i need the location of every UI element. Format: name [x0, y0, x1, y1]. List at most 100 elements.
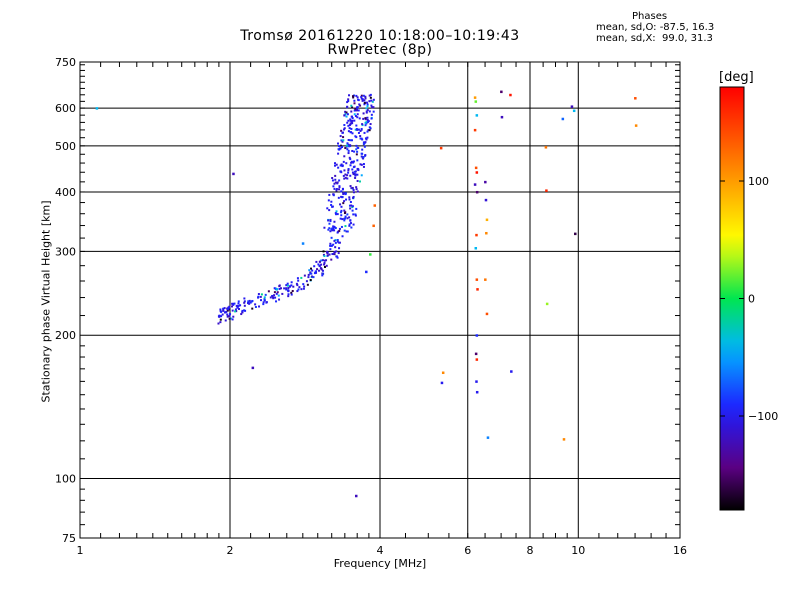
trace-point	[305, 280, 308, 283]
trace-point	[361, 98, 364, 101]
trace-point	[286, 284, 289, 287]
trace-point	[348, 124, 351, 127]
trace-point	[348, 224, 351, 227]
trace-point	[356, 146, 359, 149]
trace-point	[254, 303, 257, 306]
trace-point	[350, 104, 353, 107]
trace-point	[220, 310, 223, 313]
trace-point	[346, 101, 349, 104]
trace-point	[349, 222, 352, 225]
trace-point	[273, 294, 276, 297]
trace-point	[346, 174, 349, 177]
trace-point	[297, 279, 300, 282]
trace-point	[277, 294, 280, 297]
trace-point	[369, 127, 372, 130]
trace-point	[336, 256, 339, 259]
trace-point	[297, 288, 300, 291]
trace-point	[355, 153, 358, 156]
trace-point	[331, 205, 334, 208]
trace-point	[359, 137, 362, 140]
trace-point	[260, 293, 263, 296]
trace-point	[313, 265, 316, 268]
trace-point	[342, 202, 345, 205]
trace-point	[360, 163, 363, 166]
trace-point	[248, 299, 251, 302]
trace-point	[328, 193, 331, 196]
trace-point	[321, 269, 324, 272]
trace-point	[249, 301, 252, 304]
echo-point	[475, 334, 479, 337]
trace-point	[344, 192, 347, 195]
trace-point	[367, 120, 370, 123]
trace-point	[339, 144, 342, 147]
trace-point	[345, 198, 348, 201]
trace-point	[303, 274, 306, 277]
echo-point	[95, 107, 99, 110]
echo-point	[474, 166, 478, 170]
echo-point	[561, 117, 565, 121]
echo-point	[475, 190, 479, 194]
trace-point	[357, 99, 360, 102]
trace-point	[287, 286, 290, 289]
trace-point	[351, 205, 354, 208]
trace-point	[323, 226, 326, 229]
trace-point	[355, 106, 358, 109]
trace-point	[346, 121, 349, 124]
trace-point	[353, 102, 356, 105]
trace-point	[356, 173, 359, 176]
trace-point	[347, 124, 350, 127]
trace-point	[322, 253, 325, 256]
echo-point	[475, 380, 478, 383]
trace-point	[243, 300, 246, 303]
trace-point	[350, 161, 353, 164]
echo-point	[485, 218, 489, 222]
trace-point	[338, 186, 341, 189]
trace-point	[343, 200, 346, 203]
trace-point	[351, 119, 354, 122]
trace-point	[340, 209, 343, 212]
trace-point	[362, 156, 365, 159]
trace-point	[313, 272, 316, 275]
trace-point	[262, 303, 265, 306]
trace-point	[332, 185, 335, 188]
trace-point	[250, 300, 253, 303]
trace-point	[349, 118, 352, 121]
colorbar-tick-label: −100	[748, 410, 778, 423]
trace-point	[347, 143, 350, 146]
trace-point	[326, 207, 329, 210]
trace-point	[362, 165, 365, 168]
trace-point	[331, 179, 334, 182]
trace-point	[295, 282, 298, 285]
trace-point	[257, 293, 260, 296]
trace-point	[361, 123, 364, 126]
trace-point	[366, 105, 369, 108]
trace-point	[360, 128, 363, 131]
trace-point	[351, 132, 354, 135]
trace-point	[334, 174, 337, 177]
echo-point	[484, 278, 487, 281]
trace-point	[279, 287, 282, 290]
trace-point	[336, 240, 339, 243]
trace-point	[367, 129, 370, 132]
trace-point	[240, 313, 243, 316]
trace-point	[348, 198, 351, 201]
trace-point	[223, 307, 226, 310]
trace-point	[346, 113, 349, 116]
trace-point	[338, 241, 341, 244]
trace-point	[364, 141, 367, 144]
echo-point	[275, 288, 279, 291]
trace-point	[320, 259, 323, 262]
trace-point	[272, 296, 275, 299]
trace-point	[332, 227, 335, 230]
trace-point	[309, 271, 312, 274]
trace-point	[360, 155, 363, 158]
trace-point	[311, 269, 314, 272]
trace-point	[346, 105, 349, 108]
trace-point	[351, 122, 354, 125]
y-tick-label: 600	[55, 102, 76, 115]
trace-point	[333, 252, 336, 255]
trace-point	[315, 260, 318, 263]
echo-point	[500, 90, 503, 94]
trace-point	[302, 283, 305, 286]
trace-point	[227, 315, 230, 318]
